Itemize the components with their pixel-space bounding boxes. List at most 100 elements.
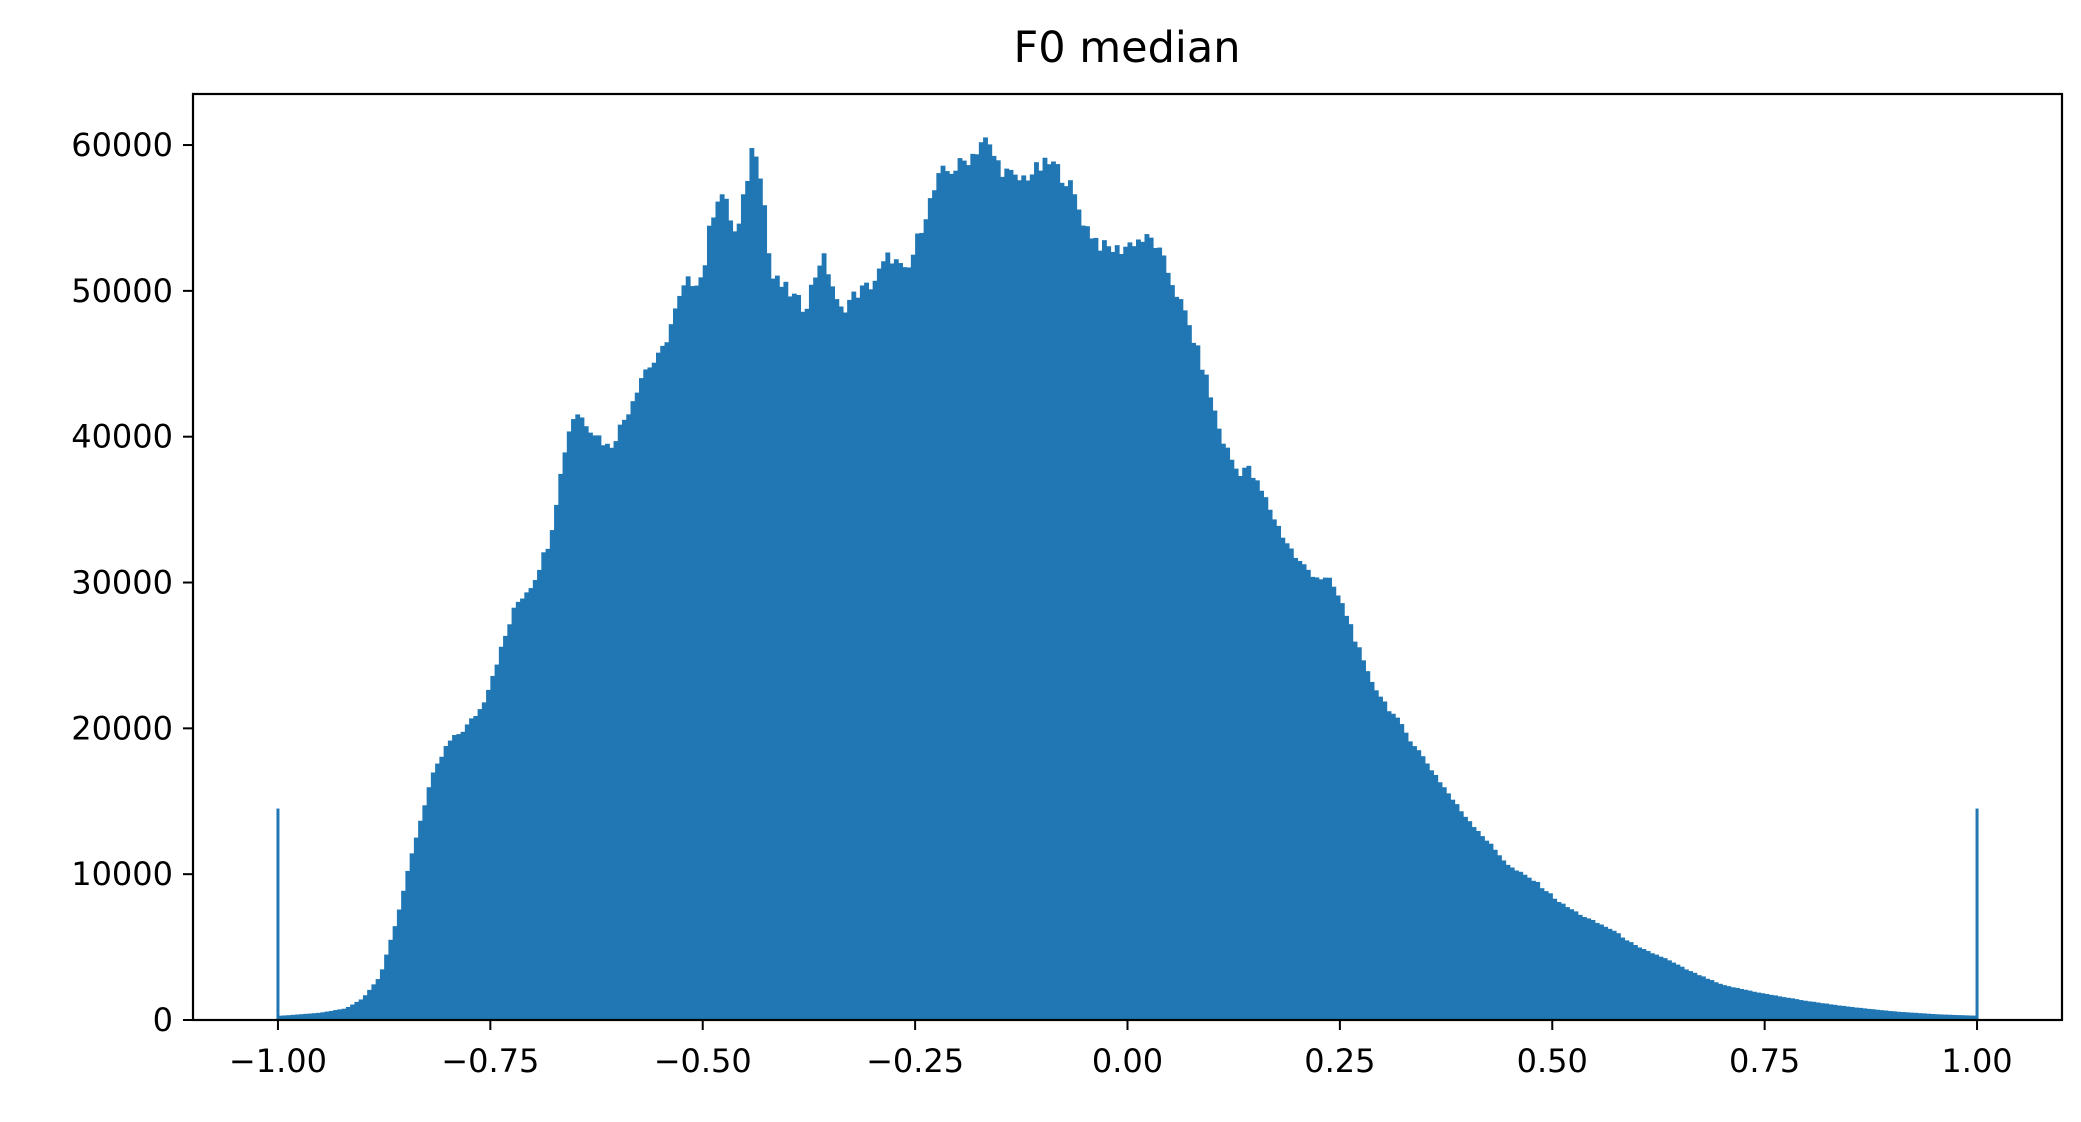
histogram-bar: [842, 312, 848, 1021]
histogram-bar: [927, 198, 933, 1020]
histogram-bar: [384, 954, 389, 1020]
histogram-bar: [1102, 240, 1107, 1021]
histogram-bar: [753, 156, 759, 1021]
histogram-bar: [524, 592, 530, 1020]
histogram-bar: [1751, 991, 1757, 1020]
histogram-bar: [1259, 490, 1265, 1020]
histogram-bar: [1955, 1015, 1961, 1020]
histogram-bar: [320, 1012, 326, 1020]
histogram-bar: [1407, 741, 1413, 1020]
histogram-bar: [566, 431, 572, 1021]
histogram-bar: [622, 419, 627, 1020]
histogram-bar: [1212, 410, 1218, 1020]
histogram-bar: [1471, 827, 1477, 1020]
histogram-bar: [460, 731, 466, 1020]
histogram-bar: [898, 263, 903, 1020]
histogram-bar: [1373, 690, 1379, 1020]
histogram-bar: [1688, 971, 1694, 1020]
histogram-bar: [957, 158, 963, 1021]
histogram-bar: [1543, 891, 1549, 1020]
histogram-bar: [723, 198, 729, 1020]
histogram-bar: [630, 401, 636, 1020]
histogram-bar: [825, 274, 831, 1021]
histogram-bar: [1369, 681, 1375, 1020]
y-axis: 0 10000 20000 30000 40000 50000 60000: [71, 126, 193, 1039]
histogram-bar: [1314, 577, 1320, 1020]
histogram-bar: [1395, 717, 1400, 1020]
histogram-bar: [362, 995, 368, 1020]
histogram-bar: [1458, 811, 1464, 1020]
histogram-bar: [532, 579, 538, 1020]
histogram-bar: [1862, 1008, 1868, 1020]
histogram-bar: [1802, 1000, 1808, 1020]
x-tick-label: −0.25: [866, 1042, 964, 1080]
histogram-bar: [660, 345, 666, 1020]
histogram-bar: [1964, 1015, 1970, 1020]
histogram-bar: [1632, 945, 1638, 1020]
y-tick-label: 20000: [71, 709, 173, 747]
histogram-bar: [906, 267, 912, 1020]
histogram-bar: [1012, 174, 1018, 1020]
histogram-bar: [1645, 950, 1651, 1020]
histogram-bar: [1097, 250, 1103, 1020]
histogram-bar: [1798, 1000, 1804, 1020]
histogram-bar: [1692, 972, 1698, 1020]
x-axis: −1.00 −0.75 −0.50 −0.25 0.00 0.25 0.50 0.75 1.00: [229, 1020, 2013, 1080]
histogram-bar: [1934, 1014, 1940, 1020]
histogram-bar: [1085, 226, 1090, 1021]
histogram-bar: [800, 311, 806, 1020]
histogram-bar: [711, 217, 717, 1021]
histogram-bar: [405, 870, 411, 1020]
histogram-bar: [851, 291, 857, 1020]
histogram-bar: [354, 1001, 360, 1020]
histogram-bar: [677, 295, 683, 1020]
histogram-bar: [1739, 988, 1745, 1020]
histogram-bar: [732, 231, 738, 1021]
histogram-bar: [1518, 871, 1524, 1020]
histogram-bar: [1250, 477, 1256, 1020]
histogram-bar: [728, 220, 734, 1021]
histogram-bar: [1390, 713, 1396, 1020]
histogram-bar: [1654, 954, 1660, 1020]
histogram-bar: [953, 170, 959, 1020]
histogram-bar: [1352, 641, 1358, 1020]
histogram-bar: [1378, 696, 1383, 1020]
histogram-bar: [1666, 960, 1672, 1020]
histogram-bar: [1322, 577, 1328, 1020]
histogram-bar: [1628, 942, 1634, 1020]
histogram-bar: [1671, 962, 1677, 1020]
histogram-bar: [974, 154, 980, 1020]
histogram-bar: [1318, 579, 1324, 1020]
histogram-bar: [762, 205, 768, 1021]
histogram-bar: [1191, 342, 1197, 1020]
histogram-bar: [1182, 310, 1188, 1020]
y-tick-label: 10000: [71, 855, 173, 893]
histogram-bar: [1025, 180, 1031, 1020]
histogram-bar: [719, 194, 725, 1020]
histogram-bar: [333, 1010, 339, 1020]
histogram-bar: [1700, 976, 1706, 1020]
histogram-bar: [1131, 246, 1137, 1020]
histogram-bar: [1152, 247, 1158, 1021]
histogram-bar: [562, 452, 568, 1021]
histogram-bar: [1246, 465, 1252, 1020]
histogram-bar: [672, 308, 678, 1020]
histogram-bar: [940, 165, 946, 1021]
histogram-bar: [413, 837, 419, 1020]
histogram-bar: [639, 378, 644, 1020]
histogram-bar: [932, 190, 937, 1020]
histogram-bar: [651, 362, 657, 1020]
histogram-bar: [885, 252, 891, 1021]
histogram-bar: [779, 286, 785, 1020]
histogram-bar: [1068, 180, 1073, 1021]
histogram-bar: [613, 441, 619, 1020]
histogram-bar: [749, 148, 755, 1020]
histogram-bar: [430, 772, 436, 1020]
histogram-bar: [859, 285, 865, 1020]
histogram-bar: [1960, 1015, 1965, 1020]
histogram-bar: [422, 805, 428, 1020]
histogram-bar: [371, 984, 377, 1020]
histogram-bar: [1017, 180, 1022, 1020]
histogram-bar: [1327, 577, 1332, 1020]
histogram-bar: [1403, 732, 1409, 1020]
